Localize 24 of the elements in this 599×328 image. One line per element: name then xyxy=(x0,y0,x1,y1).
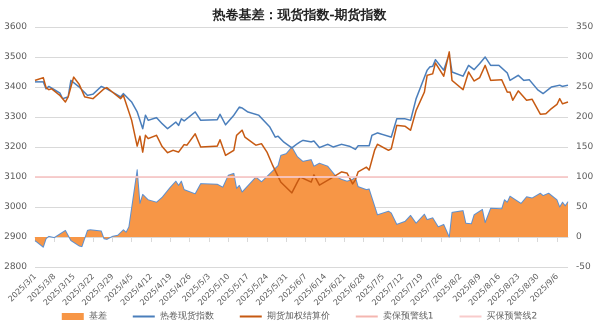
y2-tick-label: 250 xyxy=(576,82,594,92)
legend-label: 买保预警线2 xyxy=(486,310,538,322)
y2-tick-label: 50 xyxy=(576,202,588,212)
y-tick-label: 3100 xyxy=(4,172,28,182)
y2-tick-label: 350 xyxy=(576,22,594,32)
y2-tick-label: -50 xyxy=(576,262,591,272)
y2-tick-label: 150 xyxy=(576,142,594,152)
y-tick-label: 2800 xyxy=(4,262,28,272)
legend-label: 卖保预警线1 xyxy=(382,310,434,322)
legend-label: 热卷现货指数 xyxy=(160,310,214,322)
legend-label: 基差 xyxy=(88,310,107,322)
y-tick-label: 3200 xyxy=(4,142,28,152)
y-tick-label: 3300 xyxy=(4,112,28,122)
y-tick-label: 2900 xyxy=(4,232,28,242)
y-tick-label: 3500 xyxy=(4,52,28,62)
y-tick-label: 3400 xyxy=(4,82,28,92)
y2-tick-label: 200 xyxy=(576,112,594,122)
y2-tick-label: 0 xyxy=(576,232,582,242)
y-tick-label: 3000 xyxy=(4,202,28,212)
y-tick-label: 3600 xyxy=(4,22,28,32)
y2-tick-label: 300 xyxy=(576,52,594,62)
legend-label: 期货加权结算价 xyxy=(266,310,330,322)
chart-title: 热卷基差：现货指数-期货指数 xyxy=(211,7,388,23)
y2-tick-label: 100 xyxy=(576,172,594,182)
